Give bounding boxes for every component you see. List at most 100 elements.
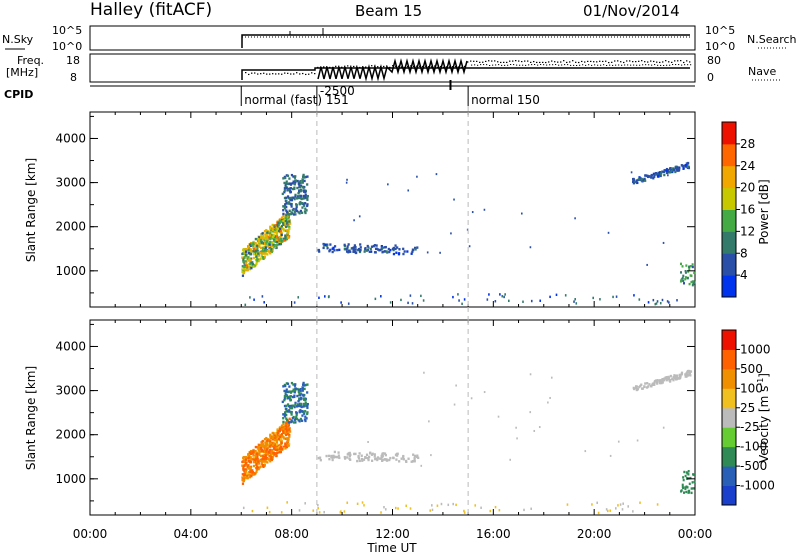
nave-dot [548,61,550,63]
nave-dot [633,64,635,66]
nave-dot [275,73,277,75]
data-cell [247,456,250,460]
sparse-cell [516,437,518,440]
data-cell [269,225,272,229]
data-cell [288,235,291,238]
data-cell [279,242,283,246]
cpid-text: normal (fast) 151 [244,93,348,107]
data-cell [677,169,681,172]
ground-cell [486,298,489,301]
data-cell [294,179,297,182]
data-cell [304,195,307,199]
sparse-cell [470,397,473,400]
data-cell [281,448,284,451]
nave-dot [491,60,493,62]
data-cell [275,230,279,233]
data-cell [259,465,262,468]
colorbar-tick-label: 4 [740,268,748,282]
data-cell [263,438,267,441]
power-panel-frame [89,111,696,308]
late-near-cell [691,263,694,266]
nave-label: Nave [748,65,776,78]
data-cell [306,406,309,409]
nave-dot [507,64,509,66]
data-cell [284,235,287,239]
ground-cell [555,293,558,297]
nave-dot [389,66,391,69]
data-cell [249,241,253,245]
data-cell [269,245,273,248]
sparse-cell [529,411,532,414]
nave-dot [509,60,511,62]
data-cell [304,193,307,197]
nsky-left-tick-bottom: 10^0 [52,40,82,53]
data-cell [298,183,301,186]
data-cell [286,419,289,423]
sparse-cell [407,189,410,192]
velocity-colorbar-label: Velocity [m s-1] [756,373,771,463]
data-cell [688,372,691,375]
data-cell [274,448,277,451]
sparse-cell [471,211,474,214]
ground-cell [606,509,609,513]
nave-dot [371,65,373,67]
data-cell [286,202,290,205]
ground-cell [639,501,641,504]
data-cell [252,473,255,476]
data-cell [245,458,248,461]
nave-dot [683,61,685,64]
nave-dot [263,72,265,74]
data-cell [243,469,246,473]
data-cell [251,244,254,247]
data-cell [370,453,374,456]
nave-dot [383,65,385,68]
data-cell [276,243,279,247]
colorbar-tick-label: -100 [740,440,767,454]
data-cell [247,454,250,457]
data-cell [374,247,378,251]
ground-cell [530,299,533,303]
data-cell [290,420,293,424]
data-cell [260,254,263,258]
data-cell [291,395,295,399]
ground-cell [318,296,320,299]
data-cell [653,383,656,386]
data-cell [665,378,668,382]
late-near-cell [684,474,687,478]
ground-cell [452,502,455,506]
data-cell [285,382,288,385]
colorbar-tick-label: -500 [740,459,767,473]
data-cell [290,413,293,416]
ground-cell [622,502,624,505]
ground-cell [327,295,330,299]
date-title: 01/Nov/2014 [583,2,680,20]
data-cell [665,376,669,379]
data-cell [289,187,292,190]
colorbar-swatch [722,427,736,448]
ground-cell [409,507,412,510]
nave-dot [278,73,280,75]
data-cell [337,454,340,457]
nave-dot [392,65,394,67]
data-cell [288,209,291,212]
data-cell [248,243,252,246]
nave-dot [467,61,469,63]
nave-dot [537,64,539,66]
ground-cell [655,302,658,305]
late-near-cell [684,486,687,489]
data-cell [271,228,274,232]
data-cell [298,397,301,400]
data-cell [281,227,284,230]
data-cell [371,459,374,462]
nave-dot [443,66,445,68]
data-cell [257,254,260,257]
data-cell [349,453,352,456]
data-cell [277,221,280,225]
data-cell [273,230,277,234]
sparse-cell [584,450,587,453]
data-cell [248,475,252,479]
data-cell [268,237,271,240]
ground-cell [539,299,542,302]
data-cell [266,444,269,447]
